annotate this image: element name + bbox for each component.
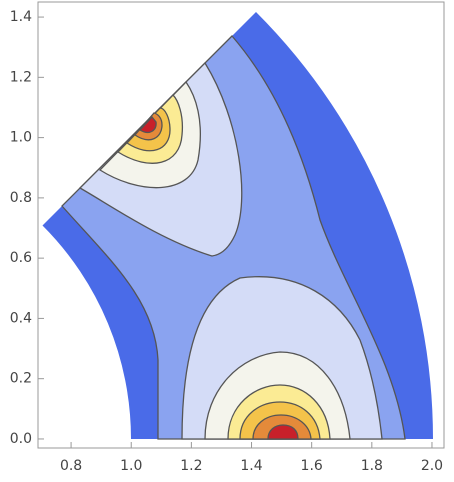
y-tick-label: 0.4 (10, 310, 32, 326)
x-tick-label: 1.4 (240, 458, 262, 474)
x-tick-label: 1.8 (361, 458, 383, 474)
x-tick-label: 1.0 (120, 458, 142, 474)
x-tick-label: 2.0 (421, 458, 443, 474)
region-red (267, 424, 299, 440)
y-tick-label: 1.4 (10, 9, 32, 25)
y-tick-label: 0.6 (10, 250, 32, 266)
y-tick-label: 1.2 (10, 69, 32, 85)
x-tick-label: 1.2 (180, 458, 202, 474)
region-red (138, 116, 157, 134)
x-tick-label: 1.6 (301, 458, 323, 474)
y-tick-label: 1.0 (10, 130, 32, 146)
y-tick-label: 0.2 (10, 371, 32, 387)
plot-frame (37, 1, 445, 449)
x-tick-label: 0.8 (60, 458, 82, 474)
y-tick-label: 0.8 (10, 190, 32, 206)
y-tick-label: 0.0 (10, 431, 32, 447)
contour-plot (42, 12, 433, 440)
